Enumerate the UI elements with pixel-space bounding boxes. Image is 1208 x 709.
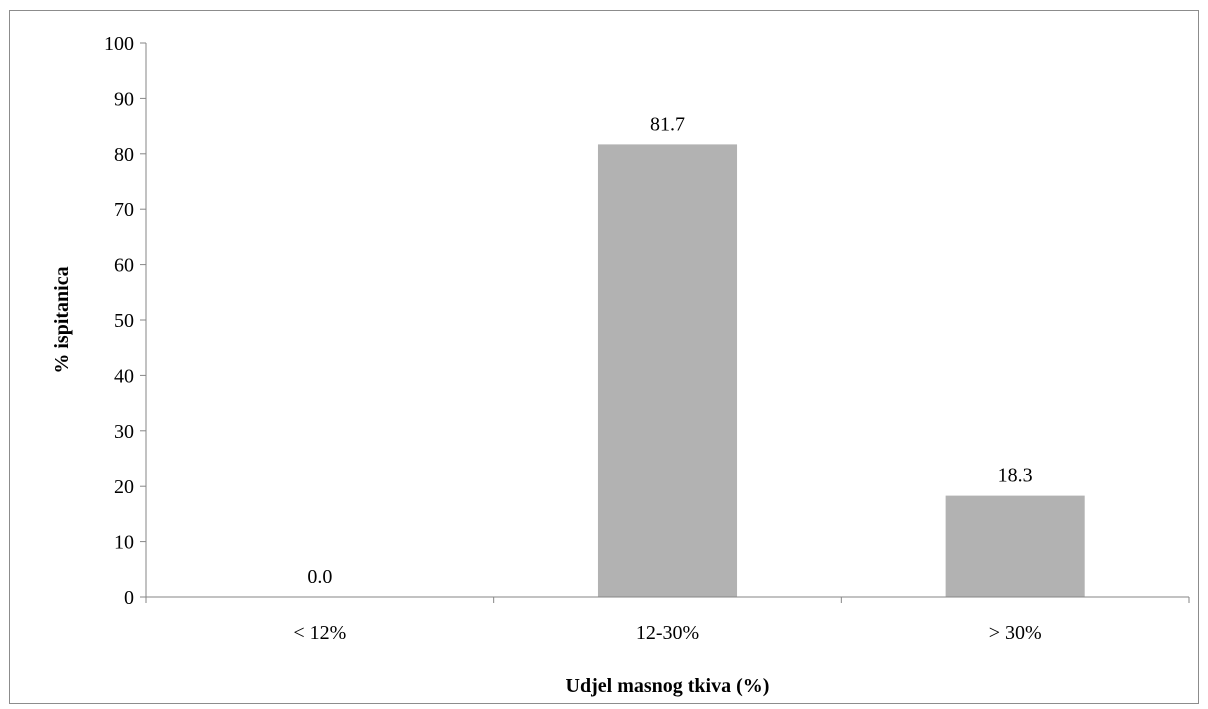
x-tick-label: 12-30%	[636, 622, 699, 644]
y-axis-ticks: 0 10 20 30 40 50 60 70 80 90 100	[104, 33, 146, 609]
data-label: 18.3	[998, 465, 1033, 487]
y-tick-label: 80	[114, 144, 134, 166]
y-tick-label: 90	[114, 88, 134, 110]
y-tick-label: 40	[114, 365, 134, 387]
y-tick-label: 50	[114, 310, 134, 332]
bars: 0.0 81.7 18.3	[307, 113, 1085, 597]
y-tick-label: 10	[114, 532, 134, 554]
y-tick-label: 100	[104, 33, 134, 55]
data-label: 0.0	[307, 566, 332, 588]
x-tick-label: < 12%	[293, 622, 346, 644]
y-tick-label: 20	[114, 476, 134, 498]
x-axis-title: Udjel masnog tkiva (%)	[566, 675, 770, 697]
y-tick-label: 30	[114, 421, 134, 443]
y-tick-label: 0	[124, 587, 134, 609]
bar	[597, 144, 738, 597]
bar	[945, 495, 1085, 597]
data-label: 81.7	[650, 113, 685, 135]
y-tick-label: 60	[114, 255, 134, 277]
x-tick-label: > 30%	[989, 622, 1042, 644]
y-axis-title: % ispitanica	[51, 266, 73, 373]
x-axis-ticks: < 12% 12-30% > 30%	[145, 597, 1190, 644]
y-tick-label: 70	[114, 199, 134, 221]
